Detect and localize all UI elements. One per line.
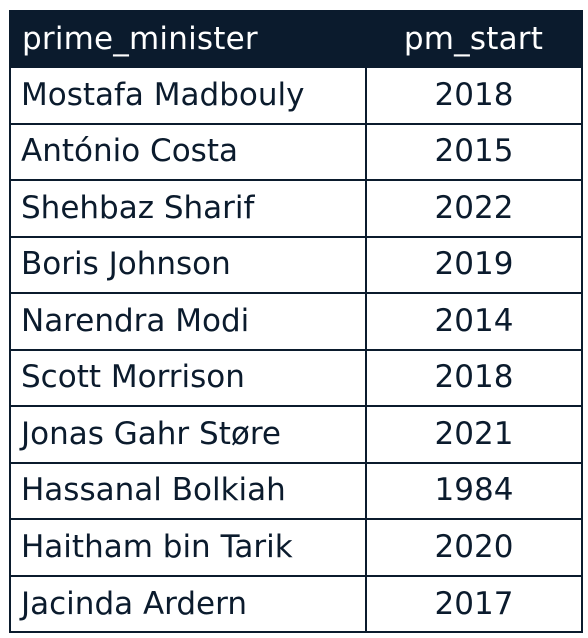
data-table-container: prime_minister pm_start Mostafa Madbouly…: [9, 10, 583, 633]
cell-prime-minister: Jonas Gahr Støre: [11, 405, 367, 463]
cell-pm-start: 2017: [366, 574, 581, 632]
cell-pm-start: 2020: [366, 518, 581, 576]
table-row: Mostafa Madbouly 2018: [11, 66, 581, 124]
table-row: António Costa 2015: [11, 122, 581, 180]
cell-pm-start: 2018: [366, 348, 581, 406]
column-header-prime-minister: prime_minister: [11, 12, 366, 67]
cell-prime-minister: Hassanal Bolkiah: [11, 461, 367, 519]
table-row: Scott Morrison 2018: [11, 348, 581, 406]
header-row: prime_minister pm_start: [11, 12, 581, 67]
table-row: Jacinda Ardern 2017: [11, 574, 581, 632]
table-row: Boris Johnson 2019: [11, 235, 581, 293]
cell-prime-minister: Narendra Modi: [11, 292, 367, 350]
table-row: Shehbaz Sharif 2022: [11, 179, 581, 237]
cell-pm-start: 2014: [366, 292, 581, 350]
cell-prime-minister: Shehbaz Sharif: [11, 179, 367, 237]
table-row: Hassanal Bolkiah 1984: [11, 461, 581, 519]
cell-prime-minister: António Costa: [11, 122, 367, 180]
cell-pm-start: 2018: [366, 66, 581, 124]
cell-prime-minister: Mostafa Madbouly: [11, 66, 367, 124]
cell-pm-start: 1984: [366, 461, 581, 519]
table-row: Jonas Gahr Støre 2021: [11, 405, 581, 463]
cell-pm-start: 2021: [366, 405, 581, 463]
data-table: prime_minister pm_start Mostafa Madbouly…: [11, 12, 581, 632]
cell-prime-minister: Boris Johnson: [11, 235, 367, 293]
cell-pm-start: 2015: [366, 122, 581, 180]
table-body: Mostafa Madbouly 2018 António Costa 2015…: [11, 66, 581, 632]
cell-prime-minister: Jacinda Ardern: [11, 574, 367, 632]
table-row: Haitham bin Tarik 2020: [11, 518, 581, 576]
column-header-pm-start: pm_start: [366, 12, 581, 67]
cell-pm-start: 2019: [366, 235, 581, 293]
table-header: prime_minister pm_start: [11, 12, 581, 67]
cell-prime-minister: Scott Morrison: [11, 348, 367, 406]
cell-prime-minister: Haitham bin Tarik: [11, 518, 367, 576]
cell-pm-start: 2022: [366, 179, 581, 237]
table-row: Narendra Modi 2014: [11, 292, 581, 350]
